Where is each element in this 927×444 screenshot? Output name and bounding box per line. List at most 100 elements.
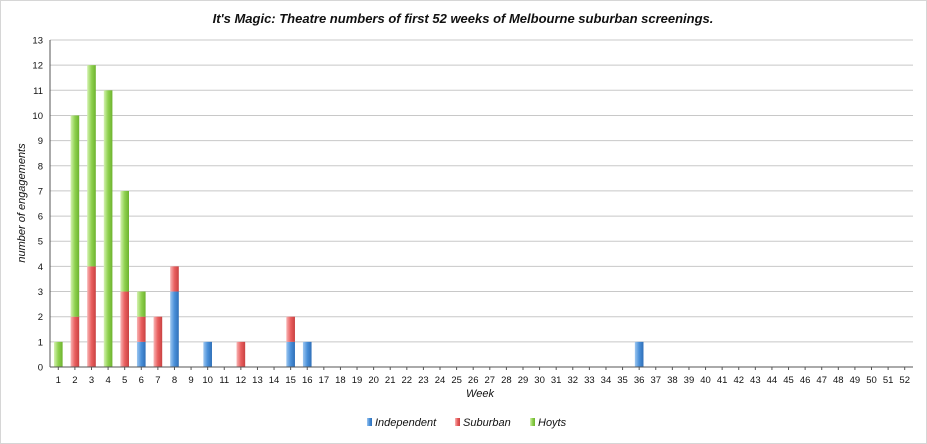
x-tick-label: 29: [518, 375, 529, 386]
x-tick-label: 14: [269, 375, 280, 386]
x-tick-label: 30: [534, 375, 545, 386]
y-tick-label: 10: [32, 111, 43, 122]
chart-title: It's Magic: Theatre numbers of first 52 …: [213, 11, 714, 26]
bars: [53, 65, 644, 368]
x-tick-label: 37: [650, 375, 661, 386]
y-tick-label: 2: [38, 312, 43, 323]
y-tick-label: 0: [38, 363, 43, 374]
bar-independent-week-36: [634, 341, 644, 367]
x-tick-label: 8: [172, 375, 177, 386]
y-tick-label: 1: [38, 337, 43, 348]
x-tick-label: 16: [302, 375, 313, 386]
bar-suburban-week-5: [120, 291, 129, 367]
y-tick-label: 3: [38, 287, 43, 298]
x-tick-label: 47: [816, 375, 827, 386]
x-tick-label: 21: [385, 375, 396, 386]
x-tick-label: 41: [717, 375, 728, 386]
x-tick-label: 28: [501, 375, 512, 386]
x-tick-label: 11: [219, 375, 229, 386]
x-tick-label: 18: [335, 375, 346, 386]
x-tick-label: 27: [485, 375, 496, 386]
x-tick-label: 5: [122, 375, 127, 386]
x-tick-label: 33: [584, 375, 595, 386]
x-tick-label: 36: [634, 375, 645, 386]
x-tick-label: 22: [402, 375, 413, 386]
x-tick-label: 7: [155, 375, 160, 386]
bar-hoyts-week-4: [103, 90, 113, 368]
y-tick-label: 7: [38, 186, 43, 197]
x-tick-label: 10: [202, 375, 213, 386]
x-axis-ticks: 1 2 3 4 5 6 7 8 9 10 11 12 13 14 15 16 17 18 19 20 21 22 23 24 2…: [56, 367, 910, 386]
y-tick-label: 8: [38, 161, 43, 172]
x-tick-label: 3: [89, 375, 94, 386]
bar-hoyts-week-1: [53, 341, 63, 367]
x-tick-label: 17: [319, 375, 330, 386]
x-tick-label: 44: [767, 375, 778, 386]
x-tick-label: 39: [684, 375, 695, 386]
x-tick-label: 49: [850, 375, 861, 386]
bar-independent-week-15: [286, 341, 295, 367]
y-tick-label: 5: [38, 237, 43, 248]
x-tick-label: 12: [236, 375, 247, 386]
x-tick-label: 9: [188, 375, 193, 386]
x-tick-label: 1: [56, 375, 61, 386]
x-tick-label: 4: [105, 375, 110, 386]
bar-suburban-week-8: [170, 266, 179, 292]
x-axis-label: Week: [466, 388, 494, 400]
x-tick-label: 46: [800, 375, 811, 386]
x-tick-label: 52: [899, 375, 910, 386]
x-tick-label: 13: [252, 375, 263, 386]
bar-independent-week-16: [302, 341, 312, 367]
x-tick-label: 6: [139, 375, 144, 386]
x-tick-label: 43: [750, 375, 761, 386]
x-tick-label: 42: [733, 375, 744, 386]
legend-swatch-hoyts: [530, 418, 535, 426]
x-tick-label: 32: [567, 375, 578, 386]
gridlines: [50, 39, 913, 343]
bar-suburban-week-6: [136, 316, 146, 342]
x-tick-label: 40: [700, 375, 711, 386]
y-tick-label: 11: [33, 86, 43, 97]
y-axis-label: number of engagements: [16, 143, 28, 263]
x-tick-label: 48: [833, 375, 844, 386]
bar-hoyts-week-2: [70, 115, 80, 317]
x-tick-label: 2: [72, 375, 77, 386]
legend-label-independent: Independent: [375, 417, 437, 429]
y-tick-label: 12: [32, 61, 43, 72]
bar-hoyts-week-5: [120, 190, 129, 292]
x-tick-label: 19: [352, 375, 363, 386]
x-tick-label: 50: [866, 375, 877, 386]
x-tick-label: 34: [601, 375, 612, 386]
x-tick-label: 35: [617, 375, 628, 386]
legend-swatch-suburban: [455, 418, 460, 426]
bar-suburban-week-7: [153, 316, 163, 367]
legend: Independent Suburban Hoyts: [367, 417, 567, 429]
legend-label-suburban: Suburban: [463, 417, 511, 429]
x-tick-label: 38: [667, 375, 678, 386]
bar-suburban-week-3: [87, 266, 96, 367]
x-tick-label: 45: [783, 375, 794, 386]
legend-label-hoyts: Hoyts: [538, 417, 567, 429]
x-tick-label: 25: [451, 375, 462, 386]
legend-swatch-independent: [367, 418, 372, 426]
bar-hoyts-week-6: [136, 291, 146, 317]
x-tick-label: 23: [418, 375, 429, 386]
bar-suburban-week-15: [286, 316, 295, 342]
bar-independent-week-6: [136, 341, 146, 367]
x-tick-label: 15: [285, 375, 296, 386]
y-tick-label: 4: [38, 262, 43, 273]
y-tick-label: 13: [32, 36, 43, 47]
x-tick-label: 51: [883, 375, 894, 386]
bar-independent-week-8: [170, 291, 179, 367]
bar-hoyts-week-3: [87, 65, 96, 267]
bar-independent-week-10: [203, 341, 212, 367]
x-tick-label: 24: [435, 375, 446, 386]
y-tick-label: 6: [38, 212, 43, 223]
y-tick-label: 9: [38, 136, 43, 147]
x-tick-label: 20: [368, 375, 379, 386]
x-tick-label: 26: [468, 375, 479, 386]
bar-suburban-week-2: [70, 316, 80, 367]
